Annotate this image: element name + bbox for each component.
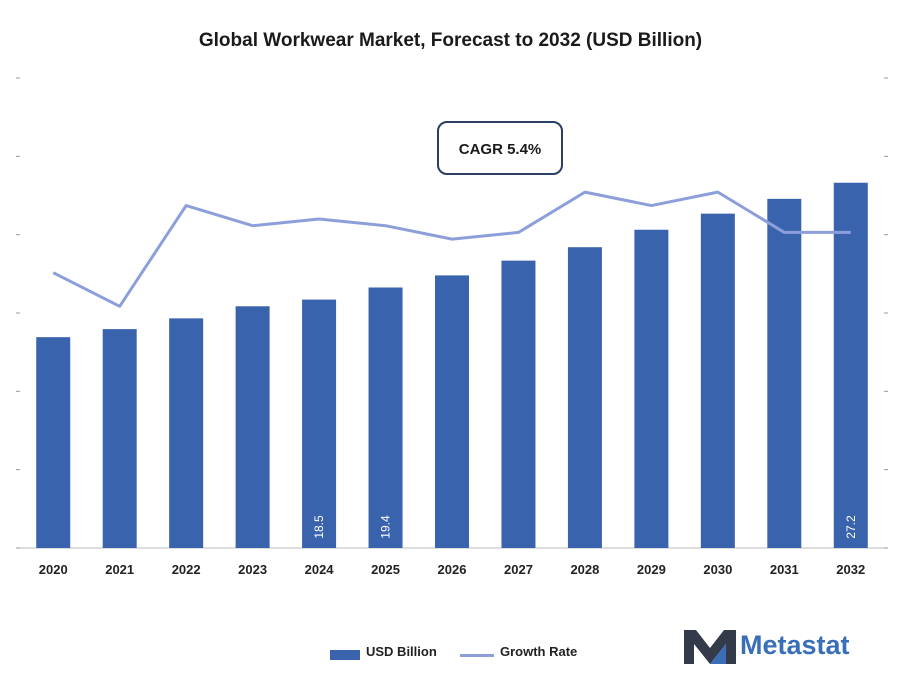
legend-label-usd-billion: USD Billion xyxy=(366,644,437,659)
x-tick-label-2027: 2027 xyxy=(504,562,533,577)
bar-2022 xyxy=(169,318,204,548)
bar-2031 xyxy=(767,198,802,548)
legend-label-growth-rate: Growth Rate xyxy=(500,644,578,659)
bar-2023 xyxy=(235,306,270,548)
cagr-callout-box xyxy=(437,121,563,175)
bar-2021 xyxy=(102,329,137,548)
cagr-annotation: CAGR 5.4% xyxy=(459,141,542,158)
x-tick-label-2026: 2026 xyxy=(438,562,467,577)
metastat-logo-icon xyxy=(684,630,736,664)
data-label-2032: 27.2 xyxy=(844,515,858,539)
x-tick-label-2024: 2024 xyxy=(305,562,335,577)
x-tick-label-2025: 2025 xyxy=(371,562,400,577)
bar-2032 xyxy=(833,182,868,548)
bar-2020 xyxy=(36,337,71,548)
bar-2029 xyxy=(634,229,669,548)
data-label-2024: 18.5 xyxy=(312,515,326,539)
x-tick-label-2023: 2023 xyxy=(238,562,267,577)
bar-2030 xyxy=(700,213,735,548)
x-tick-label-2031: 2031 xyxy=(770,562,799,577)
x-tick-label-2029: 2029 xyxy=(637,562,666,577)
legend-swatch-usd-billion xyxy=(330,650,360,660)
bar-2025 xyxy=(368,287,403,548)
bar-2028 xyxy=(567,247,602,548)
x-tick-label-2030: 2030 xyxy=(703,562,732,577)
bar-2027 xyxy=(501,260,536,548)
chart-title: Global Workwear Market, Forecast to 2032… xyxy=(198,30,703,51)
growth-rate-line xyxy=(52,190,851,308)
x-tick-label-2021: 2021 xyxy=(105,562,134,577)
x-tick-label-2032: 2032 xyxy=(836,562,865,577)
bar-2026 xyxy=(435,275,469,548)
legend-swatch-growth-rate xyxy=(460,654,494,657)
x-tick-label-2028: 2028 xyxy=(570,562,599,577)
data-label-2025: 19.4 xyxy=(379,515,393,539)
x-tick-label-2022: 2022 xyxy=(172,562,201,577)
logo-text: Metastat xyxy=(740,630,850,660)
bar-2024 xyxy=(302,299,337,548)
x-tick-label-2020: 2020 xyxy=(39,562,68,577)
